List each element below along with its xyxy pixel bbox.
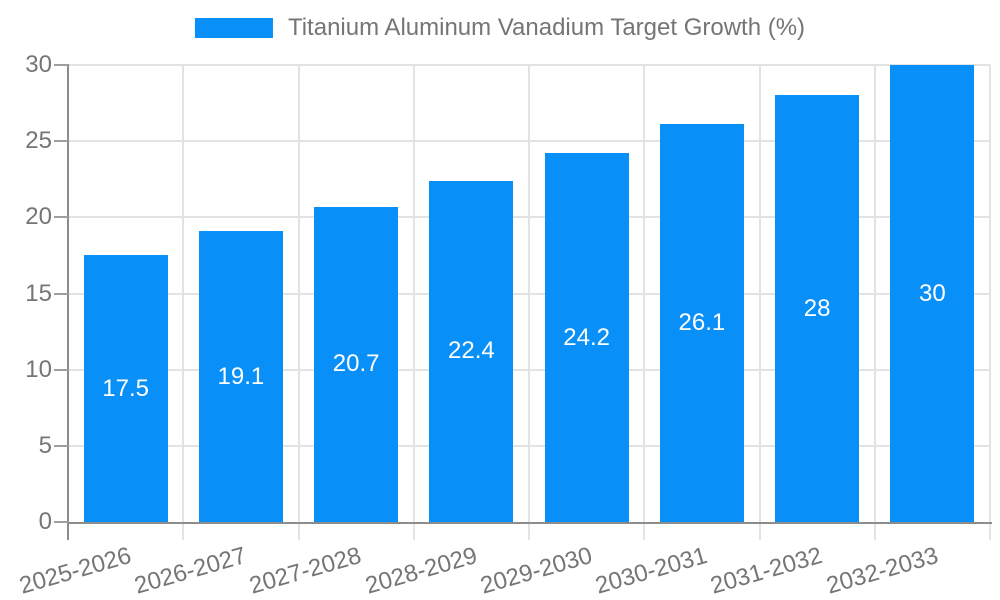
y-axis-tick-label: 5 <box>38 431 52 459</box>
gridline-vertical <box>873 65 876 540</box>
x-axis-category-label: 2028-2029 <box>362 542 480 600</box>
legend-label: Titanium Aluminum Vanadium Target Growth… <box>287 14 806 41</box>
bar-value-label: 24.2 <box>563 323 610 351</box>
bar-value-label: 20.7 <box>332 350 380 378</box>
bar-value-label: 30 <box>919 279 946 307</box>
bar-2026-2027[interactable] <box>198 231 283 522</box>
gridline-vertical <box>989 65 991 540</box>
y-axis-tick-label: 20 <box>25 203 52 231</box>
gridline-vertical <box>758 65 761 540</box>
y-axis-tick <box>54 64 68 66</box>
x-axis-category-label: 2031-2032 <box>707 542 826 600</box>
bar-value-label: 22.4 <box>448 337 495 365</box>
x-axis-category-label: 2032-2033 <box>823 542 941 600</box>
bar-2031-2032[interactable] <box>775 95 860 522</box>
y-axis-tick <box>54 444 68 447</box>
y-axis-tick <box>54 140 68 143</box>
gridline-vertical <box>412 65 415 540</box>
bar-2029-2030[interactable] <box>544 153 629 522</box>
y-axis-tick <box>54 368 68 371</box>
gridline-vertical <box>528 65 530 540</box>
y-axis-tick <box>54 292 68 295</box>
y-axis-tick <box>54 521 68 523</box>
y-axis-tick-label: 30 <box>25 51 52 78</box>
bar-value-label: 28 <box>803 294 831 322</box>
y-axis-tick-label: 0 <box>38 508 52 535</box>
bar-2028-2029[interactable] <box>429 180 514 522</box>
legend-swatch-icon <box>194 18 273 38</box>
bar-2025-2026[interactable] <box>83 255 168 522</box>
gridline-vertical <box>182 65 185 540</box>
x-axis-category-label: 2026-2027 <box>131 542 250 600</box>
x-axis-category-label: 2027-2028 <box>246 542 365 600</box>
y-axis-tick-label: 15 <box>25 279 52 307</box>
y-axis-tick-label: 10 <box>25 355 52 383</box>
legend-item[interactable]: Titanium Aluminum Vanadium Target Growth… <box>194 14 806 42</box>
y-axis-line <box>67 64 69 540</box>
x-axis-line <box>67 522 992 524</box>
y-axis-tick <box>54 216 68 219</box>
bar-2030-2031[interactable] <box>659 124 744 522</box>
x-axis-category-label: 2030-2031 <box>592 542 711 600</box>
bar-value-label: 26.1 <box>678 309 726 337</box>
gridline-vertical <box>643 65 646 540</box>
bar-2027-2028[interactable] <box>314 206 399 522</box>
bar-2032-2033[interactable] <box>890 65 975 522</box>
x-axis-category-label: 2025-2026 <box>16 542 135 600</box>
x-axis-category-label: 2029-2030 <box>477 542 596 600</box>
bar-value-label: 19.1 <box>217 362 265 390</box>
y-axis-tick-label: 25 <box>25 127 52 155</box>
gridline-vertical <box>297 65 300 540</box>
bar-value-label: 17.5 <box>102 374 149 402</box>
